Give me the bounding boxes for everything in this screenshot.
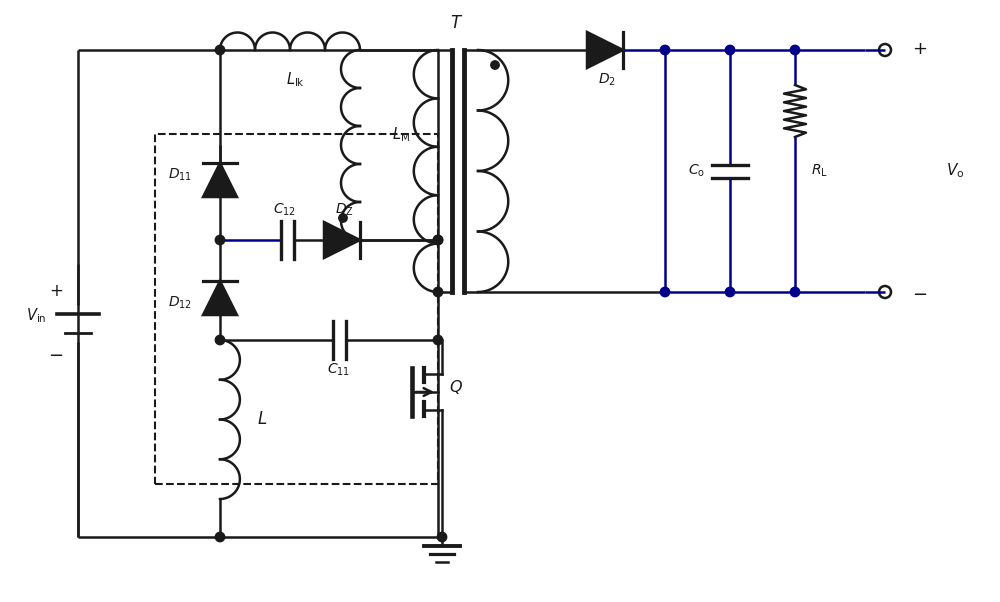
Text: $L$: $L$ — [257, 411, 267, 429]
Circle shape — [339, 214, 347, 222]
Text: $C_{11}$: $C_{11}$ — [327, 362, 351, 378]
Text: $L_{\rm M}$: $L_{\rm M}$ — [392, 126, 410, 144]
Text: $Q$: $Q$ — [449, 378, 463, 396]
Circle shape — [790, 45, 800, 55]
Circle shape — [433, 287, 443, 297]
Text: $V_{\rm o}$: $V_{\rm o}$ — [946, 162, 964, 181]
Polygon shape — [203, 281, 237, 315]
Text: $-$: $-$ — [48, 344, 64, 362]
Text: $C_{12}$: $C_{12}$ — [273, 202, 297, 218]
Circle shape — [437, 532, 447, 542]
Text: $D_{\rm Z}$: $D_{\rm Z}$ — [335, 202, 353, 218]
Text: $V_{\rm in}$: $V_{\rm in}$ — [26, 306, 46, 325]
Circle shape — [215, 235, 225, 244]
Polygon shape — [587, 32, 623, 68]
Text: $D_2$: $D_2$ — [598, 72, 616, 88]
Polygon shape — [324, 222, 360, 258]
Circle shape — [725, 287, 735, 297]
Circle shape — [790, 287, 800, 297]
Circle shape — [433, 235, 443, 244]
Circle shape — [215, 532, 225, 542]
Text: $-$: $-$ — [912, 284, 928, 302]
Circle shape — [491, 61, 499, 69]
Circle shape — [433, 235, 443, 244]
Text: $L_{\rm lk}$: $L_{\rm lk}$ — [286, 70, 304, 89]
Circle shape — [433, 335, 443, 345]
Text: $D_{11}$: $D_{11}$ — [168, 167, 192, 183]
Text: $D_{12}$: $D_{12}$ — [168, 295, 192, 311]
Circle shape — [660, 287, 670, 297]
Text: $R_{\rm L}$: $R_{\rm L}$ — [811, 163, 829, 179]
Text: $+$: $+$ — [912, 40, 928, 58]
Circle shape — [215, 45, 225, 55]
Text: $C_{\rm o}$: $C_{\rm o}$ — [688, 163, 706, 179]
Text: $+$: $+$ — [49, 282, 63, 300]
Circle shape — [215, 335, 225, 345]
Circle shape — [725, 45, 735, 55]
Polygon shape — [203, 163, 237, 197]
Circle shape — [660, 45, 670, 55]
Text: $T$: $T$ — [450, 14, 464, 32]
